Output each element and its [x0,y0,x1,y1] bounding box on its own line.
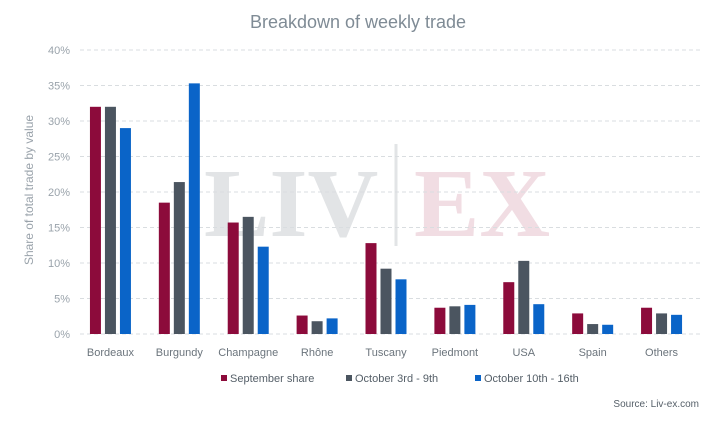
bar [326,318,338,334]
y-tick-label: 5% [54,294,70,306]
bar [434,307,446,334]
y-tick-label: 0% [54,329,70,341]
bar [257,246,269,334]
y-tick-label: 15% [48,223,70,235]
x-category-label: Bordeaux [87,347,135,359]
bar [227,222,239,334]
bar [572,313,584,334]
bar [158,202,170,334]
x-category-label: Champagne [218,347,278,359]
x-axis-categories: Bordeaux Burgundy Champagne Rhône Tuscany Pie… [87,347,679,359]
y-axis-label: Share of total trade by value [22,115,36,265]
liv-ex-watermark-logo: LIV EX [204,144,550,258]
chart-title: Breakdown of weekly trade [250,12,466,32]
x-category-label: Spain [579,347,607,359]
x-category-label: USA [512,347,535,359]
legend-label: October 3rd - 9th [355,373,438,385]
bar [89,106,101,334]
bar [464,304,476,334]
x-category-label: Others [645,347,679,359]
bar [533,304,545,334]
y-tick-label: 30% [48,116,70,128]
bar [518,260,530,334]
y-tick-label: 40% [48,45,70,57]
watermark-ex: EX [414,150,550,258]
bar [119,128,131,334]
x-category-label: Tuscany [365,347,407,359]
bar [104,106,116,334]
bar [380,268,392,334]
y-tick-label: 35% [48,81,70,93]
legend-label: September share [230,373,314,385]
legend-swatch [475,375,481,381]
y-tick-label: 25% [48,152,70,164]
y-axis-ticks: 0% 5% 10% 15% 20% 25% 30% 35% 40% [48,45,70,341]
bar [188,83,200,335]
bar [671,314,683,334]
bars [89,83,683,335]
legend: September share October 3rd - 9th October … [221,373,579,385]
bar [449,306,461,334]
bar [587,324,599,334]
bar [242,216,254,334]
x-category-label: Burgundy [156,347,204,359]
bar [503,282,515,334]
legend-swatch [221,375,227,381]
bar [296,315,308,334]
bar [365,243,377,334]
bar [173,182,185,334]
bar [395,279,407,334]
bar [311,321,323,334]
bar [656,313,668,334]
x-category-label: Rhône [301,347,333,359]
x-category-label: Piedmont [432,347,478,359]
legend-label: October 10th - 16th [484,373,579,385]
bar [602,324,614,334]
legend-swatch [346,375,352,381]
bar [641,307,653,334]
source-note: Source: Liv-ex.com [613,399,699,410]
y-tick-label: 10% [48,258,70,270]
y-tick-label: 20% [48,187,70,199]
